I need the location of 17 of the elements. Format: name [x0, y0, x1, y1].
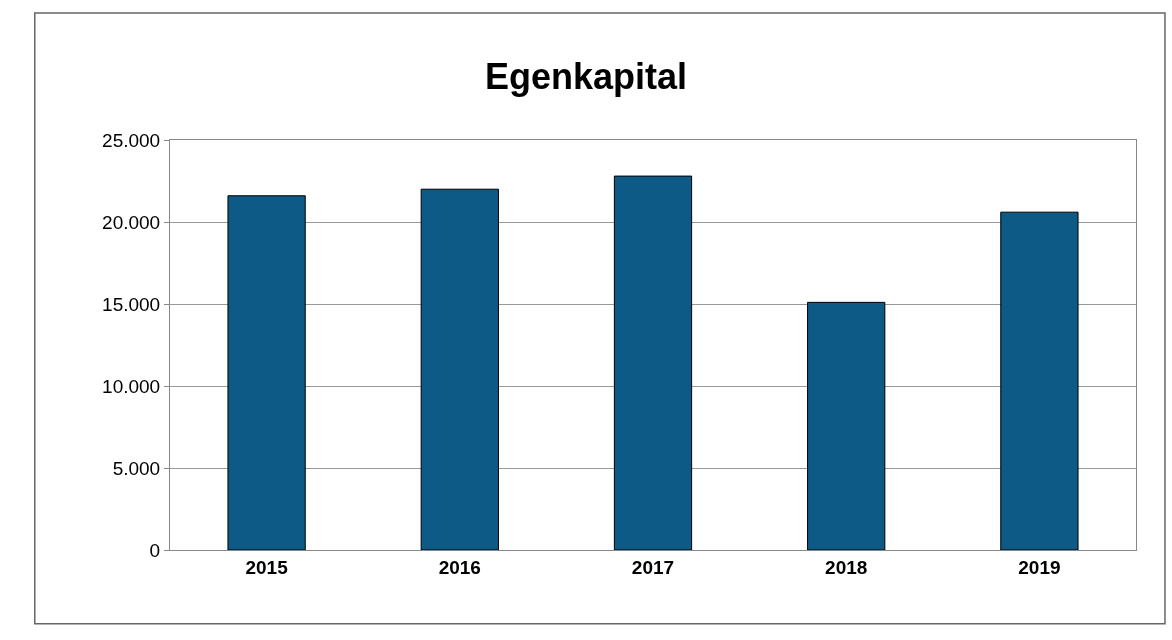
- x-tick-label: 2019: [1018, 556, 1061, 578]
- bar: [1000, 211, 1079, 550]
- bar: [420, 188, 499, 550]
- x-tick-label: 2017: [631, 556, 675, 578]
- x-tick-label: 2015: [245, 556, 289, 578]
- bar: [807, 301, 886, 550]
- y-tick-label: 25.000: [102, 129, 161, 151]
- chart-title: Egenkapital: [484, 56, 688, 98]
- x-tick-label: 2016: [438, 556, 481, 578]
- y-tick-label: 5.000: [112, 457, 161, 479]
- x-tick-label: 2018: [825, 556, 868, 578]
- y-tick-label: 10.000: [102, 375, 161, 397]
- y-tick-label: 15.000: [102, 293, 161, 315]
- y-tick-label: 0: [149, 539, 161, 561]
- y-tick-label: 20.000: [102, 211, 161, 233]
- bar: [613, 175, 693, 550]
- bar: [227, 195, 306, 550]
